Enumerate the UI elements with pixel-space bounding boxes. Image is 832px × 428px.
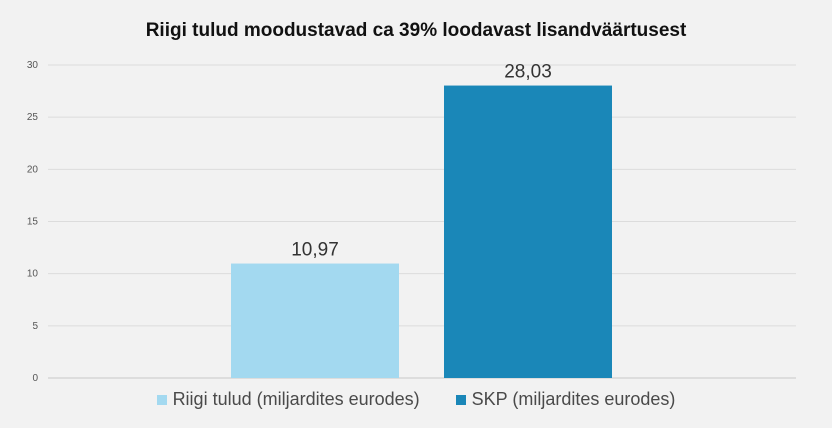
y-tick-label-25: 25 [27, 112, 39, 123]
y-tick-label-30: 30 [27, 60, 39, 71]
chart-legend: Riigi tulud (miljardites eurodes) SKP (m… [0, 389, 832, 410]
legend-swatch-revenue [156, 394, 167, 405]
chart-title: Riigi tulud moodustavad ca 39% loodavast… [145, 20, 687, 41]
bar-gdp [444, 85, 612, 379]
bar-layer [231, 85, 612, 379]
data-label-gdp: 28,03 [504, 62, 552, 83]
y-tick-label-5: 5 [32, 321, 38, 332]
y-tick-label-10: 10 [27, 269, 39, 280]
data-label-revenue: 10,97 [291, 240, 339, 261]
y-tick-label-20: 20 [27, 164, 39, 175]
y-tick-label-15: 15 [27, 217, 39, 228]
legend-item-revenue: Riigi tulud (miljardites eurodes) [156, 389, 420, 410]
data-label-layer: 10,97 28,03 [291, 62, 552, 261]
y-axis-ticks: 0 5 10 15 20 25 30 [27, 60, 39, 384]
legend-label-revenue: Riigi tulud (miljardites eurodes) [172, 389, 420, 409]
legend-label-gdp: SKP (miljardites eurodes) [471, 389, 676, 409]
grid-layer [48, 64, 796, 379]
y-tick-label-0: 0 [32, 373, 38, 384]
legend-item-gdp: SKP (miljardites eurodes) [455, 389, 676, 410]
bar-revenue [231, 263, 399, 378]
legend-swatch-gdp [455, 394, 466, 405]
